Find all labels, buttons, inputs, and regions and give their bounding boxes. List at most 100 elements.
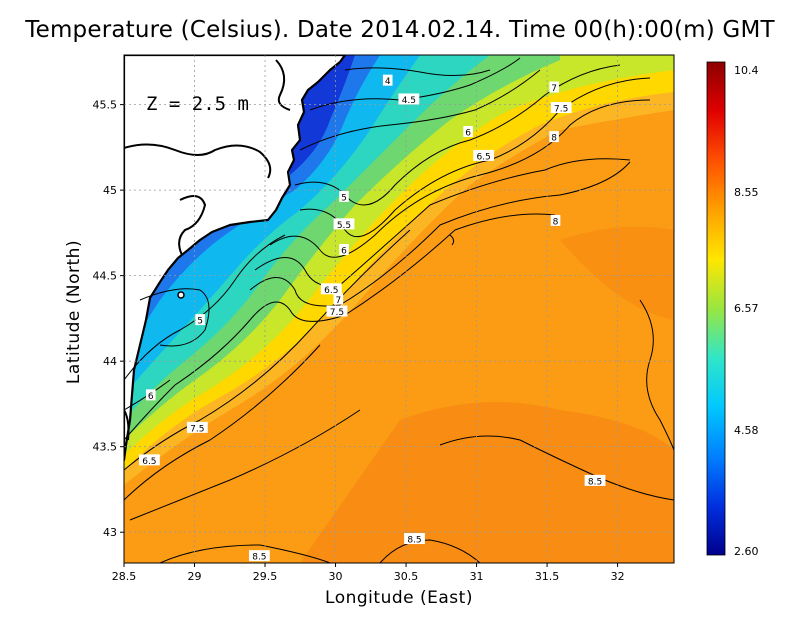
contour-label-text: 4.5 (402, 96, 416, 106)
contour-label-text: 7 (335, 296, 341, 306)
contour-label-text: 6 (148, 392, 154, 402)
contour-line (124, 234, 286, 381)
contour-label-bg (549, 81, 559, 93)
contour-label: 7.5 (326, 305, 348, 318)
colorbar-label: 10.4 (734, 64, 759, 77)
contour-label-text: 5 (197, 317, 203, 327)
map-title: Temperature (Celsius). Date 2014.02.14. … (25, 17, 775, 43)
contour-label: 7 (333, 293, 344, 306)
contour-label-bg (382, 74, 393, 86)
plot-frame (123, 54, 675, 564)
contour-label-text: 6.5 (142, 457, 156, 467)
contour-label-bg (186, 421, 208, 433)
contour-label-bg (326, 305, 348, 317)
colorbar (706, 61, 726, 556)
depth-label: Z = 2.5 m (146, 93, 249, 115)
x-axis-title: Longitude (East) (325, 588, 473, 608)
contour-line (269, 99, 651, 258)
contour-line (439, 435, 674, 501)
y-tick-label: 43.5 (93, 441, 118, 454)
contour-label-bg (463, 125, 473, 137)
contour-label-text: 7 (551, 84, 557, 94)
contour-label-bg (195, 314, 205, 326)
contour-line (254, 158, 631, 287)
contour-label-bg (550, 214, 561, 226)
contour-label: 8.5 (404, 533, 425, 546)
contour-label-bg (550, 102, 572, 114)
coast-detail (124, 409, 130, 441)
contour-label: 4 (382, 74, 393, 87)
contour-label-bg (339, 243, 349, 255)
contour-label-bg (248, 550, 270, 562)
x-tick-label: 28.5 (112, 570, 137, 583)
contour-label: 6 (463, 125, 473, 138)
lagoon-outline (178, 195, 207, 256)
contour-line (449, 234, 455, 246)
contour-label: 8 (550, 214, 561, 227)
warm-patch (300, 402, 674, 563)
contour-label-text: 8.5 (407, 536, 421, 546)
contour-label: 8.5 (584, 474, 606, 487)
contour-label: 6.5 (138, 454, 160, 467)
contour-line (129, 409, 361, 521)
contour-line (124, 213, 556, 441)
contour-label: 6 (145, 389, 156, 402)
contour-label: 5.5 (333, 218, 355, 231)
contour-label-bg (138, 454, 160, 466)
contour-label: 6.5 (473, 149, 495, 162)
contour-label-bg (339, 190, 349, 202)
contour-line (124, 229, 411, 471)
contour-label-bg (584, 474, 606, 486)
contour-label: 7.5 (550, 102, 572, 115)
contour-label: 4.5 (398, 93, 420, 106)
contour-line (124, 344, 321, 501)
contour-label: 5 (195, 314, 205, 327)
contour-label-bg (398, 93, 420, 105)
contour-label-text: 7.5 (330, 308, 344, 318)
contour-line (249, 161, 631, 307)
x-tick-label: 32 (611, 570, 625, 583)
y-tick-label: 45 (103, 184, 117, 197)
y-axis-title: Latitude (North) (64, 239, 84, 385)
contour-label-bg (333, 293, 344, 305)
land-mass (124, 55, 347, 462)
contour-label-text: 8.5 (588, 477, 602, 487)
contour-label-text: 4 (385, 77, 391, 87)
contour-line (299, 69, 541, 151)
contour-label-text: 7.5 (554, 105, 568, 115)
y-tick-label: 43 (103, 526, 117, 539)
contour-label-bg (473, 149, 495, 161)
contour-label-text: 6.5 (476, 152, 490, 162)
contour-label-text: 7.5 (190, 424, 204, 434)
x-tick-label: 29.5 (253, 570, 278, 583)
lagoon-outline (124, 143, 272, 179)
contour-label-bg (333, 218, 355, 230)
island (177, 291, 185, 299)
contour-label-bg (404, 533, 425, 545)
coast-detail (275, 59, 291, 111)
colorbar-label: 6.57 (734, 302, 759, 315)
contour-label-text: 8.5 (252, 553, 266, 563)
contour-label: 6 (339, 243, 349, 256)
contour-line (639, 299, 674, 451)
colorbar-label: 2.60 (734, 545, 759, 558)
contour-line (159, 544, 331, 563)
contour-line (309, 57, 521, 111)
x-tick-label: 30 (329, 570, 343, 583)
y-tick-label: 44.5 (93, 270, 118, 283)
x-tick-label: 31 (470, 570, 484, 583)
y-tick-label: 44 (103, 355, 117, 368)
grid (124, 55, 674, 563)
contour-label-text: 5.5 (337, 221, 351, 231)
contour-line (379, 539, 481, 563)
contour-label-text: 8 (553, 217, 559, 227)
contour-label-text: 6 (341, 246, 347, 256)
contour-line (344, 67, 491, 77)
contour-label: 7 (549, 81, 559, 94)
x-tick-label: 30.5 (394, 570, 419, 583)
contour-label-text: 6 (465, 128, 471, 138)
x-tick-label: 29 (188, 570, 202, 583)
x-tick-label: 31.5 (535, 570, 560, 583)
contour-label-text: 8 (551, 134, 557, 144)
